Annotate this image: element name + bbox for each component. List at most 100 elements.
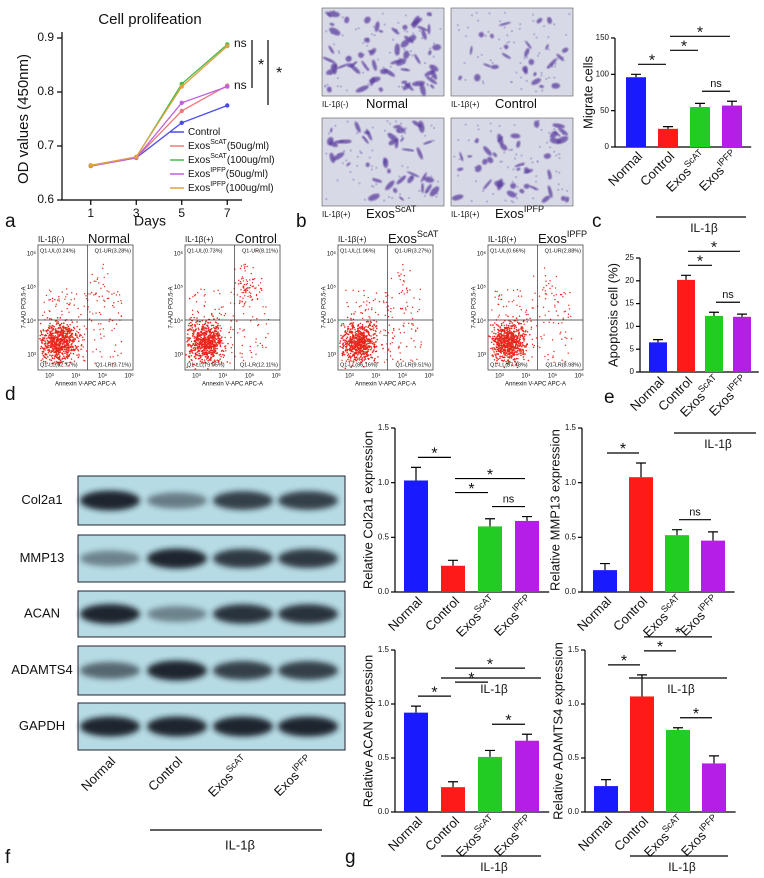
event-dot bbox=[531, 356, 533, 358]
cell bbox=[482, 158, 488, 165]
event-dot bbox=[494, 348, 497, 351]
legend-label: Control bbox=[188, 127, 220, 138]
event-dot bbox=[232, 328, 234, 331]
panel-letter: d bbox=[5, 384, 16, 405]
event-dot bbox=[113, 302, 115, 304]
event-dot bbox=[340, 337, 343, 339]
event-dot bbox=[200, 346, 202, 349]
event-dot bbox=[212, 324, 215, 327]
event-dot bbox=[202, 345, 205, 348]
cell bbox=[489, 33, 494, 39]
event-dot bbox=[103, 276, 105, 279]
event-dot bbox=[552, 356, 554, 359]
micrograph bbox=[321, 117, 445, 207]
point bbox=[179, 108, 184, 114]
event-dot bbox=[509, 332, 511, 334]
event-dot bbox=[398, 345, 400, 348]
event-dot bbox=[232, 315, 234, 317]
cell bbox=[368, 50, 374, 54]
event-dot bbox=[345, 348, 347, 351]
pore bbox=[542, 25, 546, 28]
event-dot bbox=[113, 327, 116, 330]
event-dot bbox=[53, 357, 56, 360]
event-dot bbox=[361, 332, 364, 335]
event-dot bbox=[198, 346, 200, 349]
event-dot bbox=[399, 307, 402, 310]
event-dot bbox=[513, 331, 516, 333]
x-tick-label: 3 bbox=[133, 206, 140, 220]
cell bbox=[425, 75, 438, 85]
pore bbox=[355, 132, 359, 135]
event-dot bbox=[239, 267, 242, 270]
event-dot bbox=[512, 348, 515, 351]
event-dot bbox=[352, 353, 355, 356]
event-dot bbox=[201, 354, 203, 357]
event-dot bbox=[506, 362, 509, 364]
event-dot bbox=[60, 361, 63, 363]
blot-band bbox=[80, 662, 140, 679]
x-tick-label-part: ScAT bbox=[660, 812, 683, 835]
event-dot bbox=[57, 338, 60, 341]
event-dot bbox=[561, 359, 563, 361]
pore bbox=[503, 151, 506, 154]
pore bbox=[341, 34, 344, 37]
event-dot bbox=[497, 331, 499, 334]
cell bbox=[400, 137, 404, 142]
event-dot bbox=[74, 333, 77, 336]
pore bbox=[336, 76, 340, 80]
pore bbox=[376, 58, 380, 61]
event-dot bbox=[247, 287, 249, 289]
pore bbox=[418, 189, 421, 193]
event-dot bbox=[509, 337, 511, 339]
event-dot bbox=[41, 339, 43, 341]
event-dot bbox=[502, 356, 504, 359]
event-dot bbox=[344, 326, 346, 328]
event-dot bbox=[206, 353, 209, 356]
event-dot bbox=[390, 277, 393, 280]
pore bbox=[555, 170, 558, 173]
event-dot bbox=[498, 294, 501, 297]
event-dot bbox=[520, 354, 522, 356]
pore bbox=[324, 84, 327, 88]
event-dot bbox=[243, 267, 246, 269]
event-dot bbox=[554, 306, 556, 308]
event-dot bbox=[62, 357, 64, 359]
event-dot bbox=[405, 301, 408, 303]
event-dot bbox=[203, 316, 205, 318]
event-dot bbox=[366, 354, 368, 356]
pore bbox=[386, 120, 389, 123]
event-dot bbox=[65, 296, 67, 298]
event-dot bbox=[88, 318, 91, 320]
pore bbox=[430, 175, 433, 178]
event-dot bbox=[242, 280, 245, 282]
quadrant-label: Q1-UL(1.06%) bbox=[340, 248, 376, 254]
event-dot bbox=[532, 275, 535, 277]
event-dot bbox=[510, 341, 513, 344]
event-dot bbox=[200, 336, 202, 339]
event-dot bbox=[210, 339, 213, 342]
cell bbox=[427, 23, 431, 35]
event-dot bbox=[521, 342, 524, 344]
x-tick-label: 10⁵ bbox=[548, 373, 558, 380]
event-dot bbox=[348, 348, 350, 351]
event-dot bbox=[507, 353, 509, 355]
event-dot bbox=[341, 359, 343, 362]
event-dot bbox=[516, 330, 519, 332]
event-dot bbox=[527, 313, 529, 316]
event-dot bbox=[367, 345, 369, 347]
event-dot bbox=[349, 340, 352, 343]
event-dot bbox=[519, 344, 522, 347]
event-dot bbox=[195, 339, 198, 341]
event-dot bbox=[64, 334, 67, 337]
event-dot bbox=[504, 351, 506, 353]
cell bbox=[423, 176, 435, 183]
event-dot bbox=[203, 333, 205, 335]
pore bbox=[512, 168, 515, 171]
error-bar bbox=[681, 274, 691, 280]
cell bbox=[524, 167, 530, 173]
event-dot bbox=[346, 316, 349, 319]
event-dot bbox=[204, 352, 206, 354]
event-dot bbox=[247, 295, 249, 298]
event-dot bbox=[357, 345, 359, 348]
event-dot bbox=[62, 335, 64, 337]
